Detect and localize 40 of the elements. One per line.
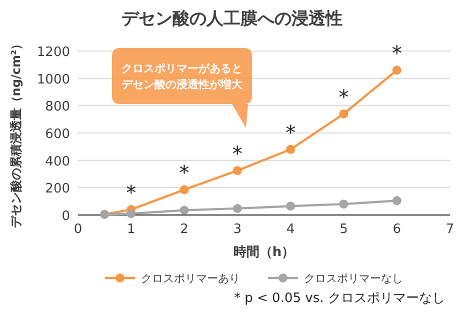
x-tick-label: 3 [233,222,242,237]
y-tick-label: 600 [45,127,70,142]
x-tick-label: 0 [74,222,82,237]
y-tick-label: 800 [45,100,70,115]
y-tick-label: 1000 [36,72,70,88]
annotation: * [392,41,402,66]
annotation: * [286,120,296,144]
annotation: デセン酸の浸透性が増大 [122,78,244,91]
annotation: * [232,142,242,166]
legend-label: クロスポリマーあり [141,272,240,285]
chart-title: デセン酸の人工膜への浸透性 [122,9,342,29]
x-tick-label: 4 [286,222,295,237]
annotation: * [338,84,349,109]
annotation: クロスポリマーがあると [122,62,242,75]
point [286,202,296,211]
x-tick-label: 7 [446,222,454,237]
x-tick-label: 2 [180,222,188,237]
annotation: * [126,180,136,205]
point [126,209,136,218]
y-tick-label: 0 [62,209,70,224]
y-tick-label: 400 [45,154,70,170]
y-axis-title: デセン酸の累積浸透量（ng/cm²） [9,38,23,228]
point [286,144,296,154]
point [339,200,348,209]
legend-label: クロスポリマーなし [304,272,403,285]
x-axis-title: 時間（h） [233,245,295,260]
point [232,166,242,176]
annotation: * [179,160,190,185]
point [180,206,189,215]
x-tick-label: 5 [340,222,348,237]
point [392,66,402,75]
y-tick-label: 200 [45,182,70,197]
x-tick-label: 1 [127,222,136,237]
point [392,196,402,206]
text: * p < 0.05 vs. クロスポリマーなし [234,291,445,306]
y-tick-label: 1200 [36,45,70,60]
point [180,185,189,194]
point [339,109,348,118]
point [232,204,242,213]
x-tick-label: 6 [392,222,401,237]
